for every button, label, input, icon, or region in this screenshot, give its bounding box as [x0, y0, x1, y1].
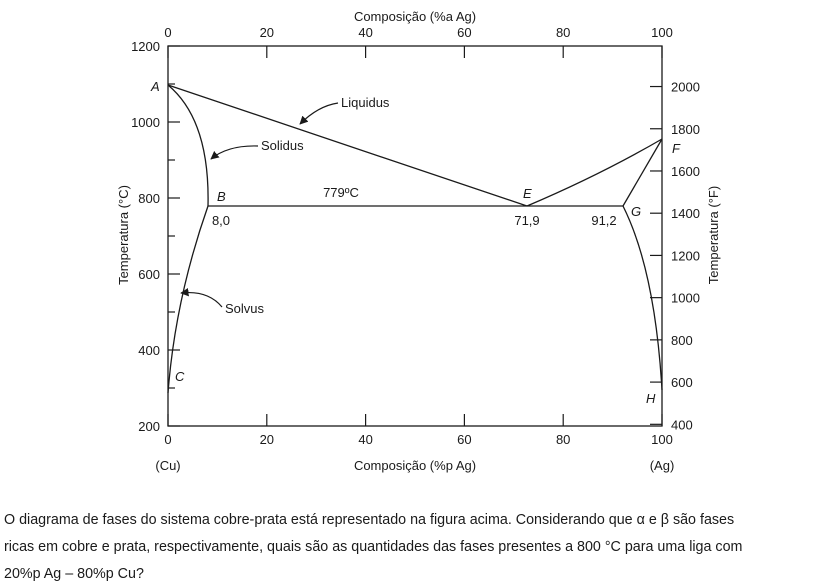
top-x-tick-label: 100	[651, 25, 673, 40]
bottom-x-tick-label: 40	[358, 432, 372, 447]
point-label-g: G	[631, 204, 641, 219]
left-y-tick-label: 1000	[131, 115, 160, 130]
plot-frame	[167, 45, 663, 427]
tick-labels: 0 20 40 60 80 1000 20 40 60 80 1002004006008001000…	[131, 25, 700, 447]
right-y-tick-label: 1200	[671, 248, 700, 263]
right-y-tick-label: 600	[671, 375, 693, 390]
top-x-tick-label: 20	[260, 25, 274, 40]
top-axis-title: Composição (%a Ag)	[354, 9, 476, 24]
left-y-tick-label: 200	[138, 419, 160, 434]
top-x-tick-label: 0	[164, 25, 171, 40]
left-y-tick-label: 1200	[131, 39, 160, 54]
liquidus-line-cu-side	[167, 84, 528, 207]
eutectic-temperature-label: 779ºC	[323, 185, 359, 200]
point-label-f: F	[672, 141, 681, 156]
composition-label-e: 71,9	[514, 213, 539, 228]
point-label-h: H	[646, 391, 656, 406]
solidus-arrow	[210, 145, 259, 160]
left-y-tick-label: 600	[138, 267, 160, 282]
question-line-2: ricas em cobre e prata, respectivamente,…	[4, 539, 743, 555]
left-axis-title: Temperatura (°C)	[116, 185, 131, 285]
bottom-x-tick-label: 80	[556, 432, 570, 447]
solvus-line-alpha	[167, 205, 209, 394]
bottom-x-tick-label: 0	[164, 432, 171, 447]
composition-label-g: 91,2	[591, 213, 616, 228]
solvus-annotation: Solvus	[225, 301, 265, 316]
tick-marks	[167, 45, 663, 427]
right-y-tick-label: 1800	[671, 122, 700, 137]
right-y-tick-label: 800	[671, 333, 693, 348]
bottom-x-tick-label: 20	[260, 432, 274, 447]
silver-end-label: (Ag)	[650, 458, 675, 473]
liquidus-annotation: Liquidus	[341, 95, 390, 110]
solidus-line-alpha	[167, 84, 209, 207]
question-text: O diagrama de fases do sistema cobre-pra…	[4, 507, 830, 588]
question-line-1: O diagrama de fases do sistema cobre-pra…	[4, 512, 735, 528]
copper-end-label: (Cu)	[155, 458, 180, 473]
point-label-e: E	[523, 186, 532, 201]
right-y-tick-label: 1400	[671, 206, 700, 221]
question-line-3: 20%p Ag – 80%p Cu?	[4, 566, 144, 582]
top-x-tick-label: 60	[457, 25, 471, 40]
right-y-tick-label: 1000	[671, 291, 700, 306]
left-y-tick-label: 800	[138, 191, 160, 206]
top-x-tick-label: 40	[358, 25, 372, 40]
point-label-a: A	[150, 79, 160, 94]
left-y-tick-label: 400	[138, 343, 160, 358]
solidus-line-beta	[622, 138, 663, 207]
liquidus-arrow	[299, 102, 339, 125]
right-y-tick-label: 400	[671, 417, 693, 432]
solvus-arrow	[180, 287, 223, 308]
point-label-b: B	[217, 189, 226, 204]
right-y-tick-label: 1600	[671, 164, 700, 179]
bottom-x-tick-label: 100	[651, 432, 673, 447]
cu-ag-phase-diagram: 0 20 40 60 80 1000 20 40 60 80 1002004006008001000…	[116, 9, 721, 473]
solidus-annotation: Solidus	[261, 138, 304, 153]
top-x-tick-label: 80	[556, 25, 570, 40]
right-axis-title: Temperatura (°F)	[706, 186, 721, 284]
right-y-tick-label: 2000	[671, 80, 700, 95]
phase-boundaries	[167, 84, 663, 394]
bottom-axis-title: Composição (%p Ag)	[354, 458, 476, 473]
point-label-c: C	[175, 369, 185, 384]
annotation-arrows	[180, 102, 339, 308]
bottom-x-tick-label: 60	[457, 432, 471, 447]
composition-label-b: 8,0	[212, 213, 230, 228]
liquidus-line-ag-side	[526, 138, 663, 207]
solvus-line-beta	[622, 205, 663, 391]
